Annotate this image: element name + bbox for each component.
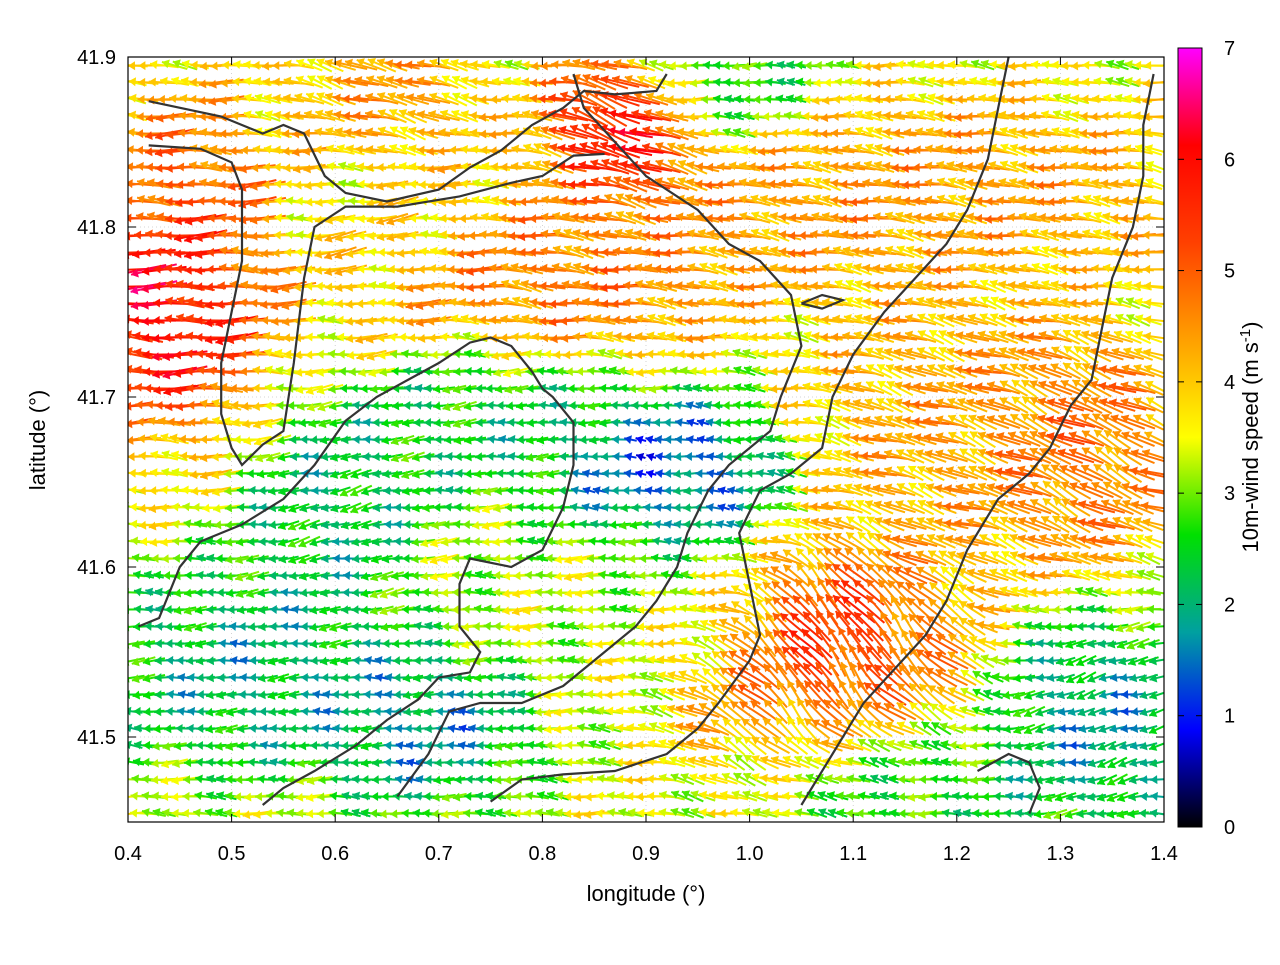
wind-vector-head <box>114 198 121 207</box>
wind-vector-head <box>115 164 122 173</box>
wind-vector-head <box>120 775 127 784</box>
wind-vector-head <box>119 792 126 801</box>
wind-vector-head <box>121 519 129 528</box>
wind-vector-head <box>121 571 128 580</box>
wind-vector-head <box>123 690 130 699</box>
wind-vector-head <box>121 300 128 309</box>
wind-vector-head <box>119 468 127 477</box>
wind-vector-head <box>112 248 119 257</box>
wind-vector-head <box>120 110 128 119</box>
wind-vector-head <box>114 330 122 339</box>
wind-vector-head <box>118 128 126 137</box>
wind-vector-head <box>114 348 122 357</box>
wind-vector-head <box>114 181 121 190</box>
wind-vector-head <box>114 366 121 375</box>
wind-vector-head <box>121 285 129 294</box>
wind-vector-head <box>116 146 123 155</box>
wind-vector-head <box>118 810 125 819</box>
wind-vector-head <box>123 315 130 324</box>
wind-vector-head <box>112 298 119 307</box>
wind-vector-head <box>118 452 125 461</box>
wind-vector-head <box>123 232 130 241</box>
wind-vector-head <box>120 77 128 86</box>
wind-vector-head <box>120 554 127 563</box>
wind-vector-head <box>111 282 118 291</box>
wind-vector-head <box>116 436 124 445</box>
wind-vector-head <box>120 93 128 102</box>
wind-vector-head <box>120 536 127 545</box>
wind-vector-head <box>112 266 119 275</box>
wind-vector-head <box>113 314 121 323</box>
wind-vector-head <box>119 61 126 70</box>
wind-vector-head <box>114 420 122 429</box>
